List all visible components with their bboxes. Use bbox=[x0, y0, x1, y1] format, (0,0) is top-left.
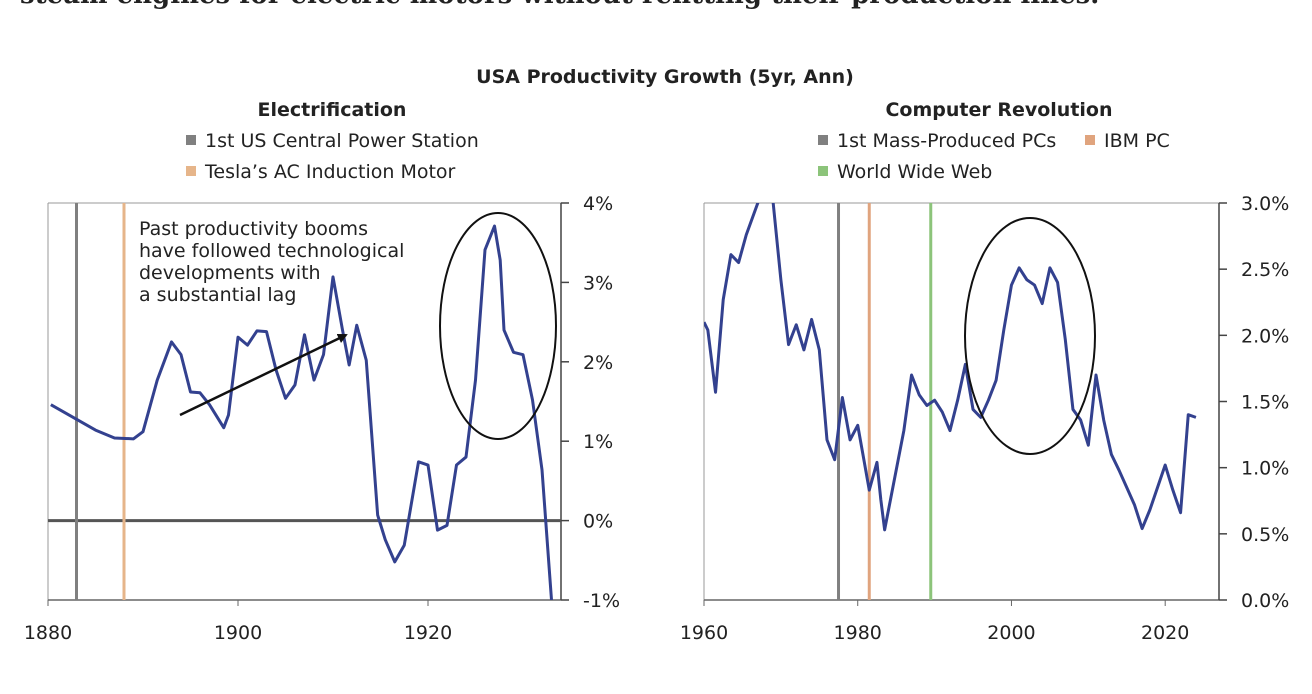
y-tick-label: 3% bbox=[583, 272, 613, 294]
y-tick-label: 0.5% bbox=[1241, 524, 1289, 546]
data-line bbox=[704, 203, 1197, 532]
annotation-text: Past productivity booms bbox=[139, 218, 368, 240]
annotation-text: developments with bbox=[139, 262, 321, 284]
annotation-text: a substantial lag bbox=[139, 284, 296, 306]
y-tick-label: 3.0% bbox=[1241, 193, 1289, 215]
legend-label: Tesla’s AC Induction Motor bbox=[204, 161, 456, 183]
data-line bbox=[50, 224, 553, 600]
chart-title: Computer Revolution bbox=[885, 99, 1112, 121]
x-tick-label: 1880 bbox=[24, 622, 72, 644]
y-tick-label: 2% bbox=[583, 352, 613, 374]
highlight-ellipse bbox=[439, 212, 557, 440]
annotation-text: have followed technological bbox=[139, 240, 404, 262]
y-tick-label: 1.5% bbox=[1241, 392, 1289, 414]
y-tick-label: 1% bbox=[583, 431, 613, 453]
legend-swatch bbox=[818, 166, 828, 176]
y-tick-label: 0.0% bbox=[1241, 590, 1289, 612]
legend-label: 1st Mass-Produced PCs bbox=[837, 130, 1056, 152]
y-tick-label: 0% bbox=[583, 511, 613, 533]
legend-swatch bbox=[1085, 135, 1095, 145]
y-tick-label: 4% bbox=[583, 193, 613, 215]
chart-title: Electrification bbox=[258, 99, 407, 121]
x-tick-label: 2020 bbox=[1141, 622, 1189, 644]
y-tick-label: -1% bbox=[583, 590, 620, 612]
legend-swatch bbox=[186, 166, 196, 176]
x-tick-label: 1900 bbox=[214, 622, 262, 644]
figure-title: USA Productivity Growth (5yr, Ann) bbox=[476, 66, 854, 88]
y-tick-label: 1.0% bbox=[1241, 458, 1289, 480]
highlight-ellipse bbox=[964, 217, 1096, 455]
annotation-arrow bbox=[179, 333, 348, 417]
intro-text: steam engines for electric motors withou… bbox=[20, 0, 1099, 10]
legend-swatch bbox=[186, 135, 196, 145]
legend-swatch bbox=[818, 135, 828, 145]
legend-label: IBM PC bbox=[1104, 130, 1170, 152]
legend-label: 1st US Central Power Station bbox=[205, 130, 479, 152]
x-tick-label: 2000 bbox=[987, 622, 1035, 644]
y-tick-label: 2.5% bbox=[1241, 259, 1289, 281]
y-tick-label: 2.0% bbox=[1241, 325, 1289, 347]
x-tick-label: 1980 bbox=[834, 622, 882, 644]
legend-label: World Wide Web bbox=[837, 161, 992, 183]
x-tick-label: 1960 bbox=[680, 622, 728, 644]
x-tick-label: 1920 bbox=[404, 622, 452, 644]
